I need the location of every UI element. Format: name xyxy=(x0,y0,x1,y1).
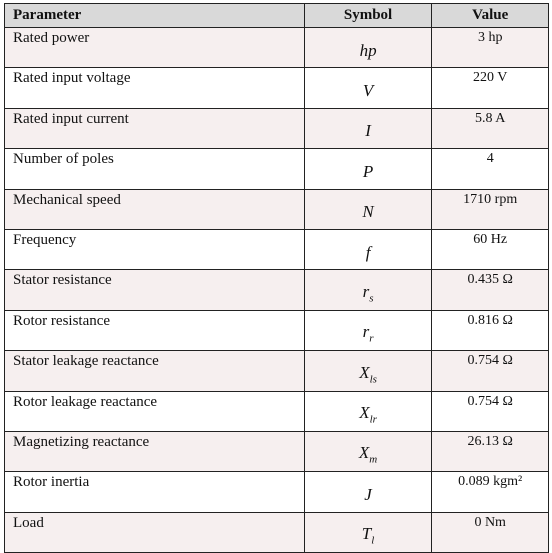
symbol-subscript: l xyxy=(371,534,375,547)
symbol-cell: hp xyxy=(303,26,433,69)
table-row: Mechanical speed N 1710 rpm xyxy=(4,188,549,230)
symbol-base: hp xyxy=(359,40,377,60)
symbol-cell: Xls xyxy=(303,350,433,392)
symbol-cell: Tl xyxy=(303,511,433,553)
symbol-base: X xyxy=(359,403,370,423)
symbol-subscript: lr xyxy=(369,413,377,426)
symbol-cell: Xlr xyxy=(303,390,433,432)
symbol-subscript: s xyxy=(369,292,374,305)
symbol-cell: Xm xyxy=(303,430,433,473)
symbol-base: P xyxy=(362,161,374,181)
symbol-base: X xyxy=(359,362,370,382)
parameter-table: Parameter Symbol Value Rated power hp 3 hp… xyxy=(4,3,549,553)
symbol-cell: N xyxy=(303,188,433,230)
parameter-cell: Frequency xyxy=(4,228,305,271)
value-cell: 0.754 Ω xyxy=(431,390,549,432)
table-row: Rotor inertia J 0.089 kgm² xyxy=(4,471,549,513)
symbol-base: f xyxy=(365,242,371,262)
symbol-base: V xyxy=(362,81,374,101)
symbol-base: J xyxy=(364,484,372,504)
value-cell: 5.8 A xyxy=(431,107,549,150)
table-row: Rated input voltage V 220 V xyxy=(4,67,549,109)
parameter-cell: Load xyxy=(4,511,305,553)
parameter-cell: Stator resistance xyxy=(4,269,305,311)
table-row: Load Tl 0 Nm xyxy=(4,511,549,553)
symbol-base: N xyxy=(362,202,374,222)
table-row: Rotor resistance rr 0.816 Ω xyxy=(4,309,549,352)
parameter-cell: Rated input voltage xyxy=(4,67,305,109)
symbol-base: I xyxy=(365,121,371,141)
table-row: Frequency f 60 Hz xyxy=(4,228,549,271)
symbol-cell: f xyxy=(303,228,433,271)
value-cell: 3 hp xyxy=(431,26,549,69)
symbol-cell: rr xyxy=(303,309,433,352)
value-cell: 0 Nm xyxy=(431,511,549,553)
table-row: Number of poles P 4 xyxy=(4,148,549,190)
symbol-cell: P xyxy=(303,148,433,190)
parameter-cell: Number of poles xyxy=(4,148,305,190)
parameter-cell: Rated input current xyxy=(4,107,305,150)
parameter-cell: Magnetizing reactance xyxy=(4,430,305,473)
page: {"table": { "header": ["Parameter", "Sym… xyxy=(4,3,549,553)
value-cell: 0.754 Ω xyxy=(431,350,549,392)
value-cell: 60 Hz xyxy=(431,228,549,271)
header-cell: Parameter xyxy=(4,3,305,28)
header-cell: Symbol xyxy=(303,3,433,28)
value-cell: 0.089 kgm² xyxy=(431,471,549,513)
value-cell: 4 xyxy=(431,148,549,190)
symbol-base: X xyxy=(358,443,370,463)
table-row: Magnetizing reactance Xm 26.13 Ω xyxy=(4,430,549,473)
symbol-base: r xyxy=(362,322,370,342)
symbol-cell: I xyxy=(303,107,433,150)
symbol-subscript: m xyxy=(369,453,378,466)
symbol-base: r xyxy=(362,281,370,301)
table-body: Rated power hp 3 hp Rated input voltage V 220… xyxy=(4,26,549,553)
parameter-cell: Rotor inertia xyxy=(4,471,305,513)
value-cell: 26.13 Ω xyxy=(431,430,549,473)
table-row: Stator leakage reactance Xls 0.754 Ω xyxy=(4,350,549,392)
symbol-subscript: ls xyxy=(369,373,377,386)
symbol-cell: rs xyxy=(303,269,433,311)
parameter-cell: Stator leakage reactance xyxy=(4,350,305,392)
symbol-base: T xyxy=(361,524,372,544)
parameter-cell: Rotor resistance xyxy=(4,309,305,352)
table-row: Rotor leakage reactance Xlr 0.754 Ω xyxy=(4,390,549,432)
table-row: Stator resistance rs 0.435 Ω xyxy=(4,269,549,311)
table-row: Rated input current I 5.8 A xyxy=(4,107,549,150)
table-row: Rated power hp 3 hp xyxy=(4,26,549,69)
parameter-cell: Rated power xyxy=(4,26,305,69)
parameter-cell: Rotor leakage reactance xyxy=(4,390,305,432)
parameter-cell: Mechanical speed xyxy=(4,188,305,230)
header-cell: Value xyxy=(431,3,549,28)
value-cell: 0.435 Ω xyxy=(431,269,549,311)
symbol-cell: J xyxy=(303,471,433,513)
value-cell: 1710 rpm xyxy=(431,188,549,230)
symbol-cell: V xyxy=(303,67,433,109)
value-cell: 220 V xyxy=(431,67,549,109)
value-cell: 0.816 Ω xyxy=(431,309,549,352)
symbol-subscript: r xyxy=(369,332,374,345)
header-row: Parameter Symbol Value xyxy=(4,3,549,28)
